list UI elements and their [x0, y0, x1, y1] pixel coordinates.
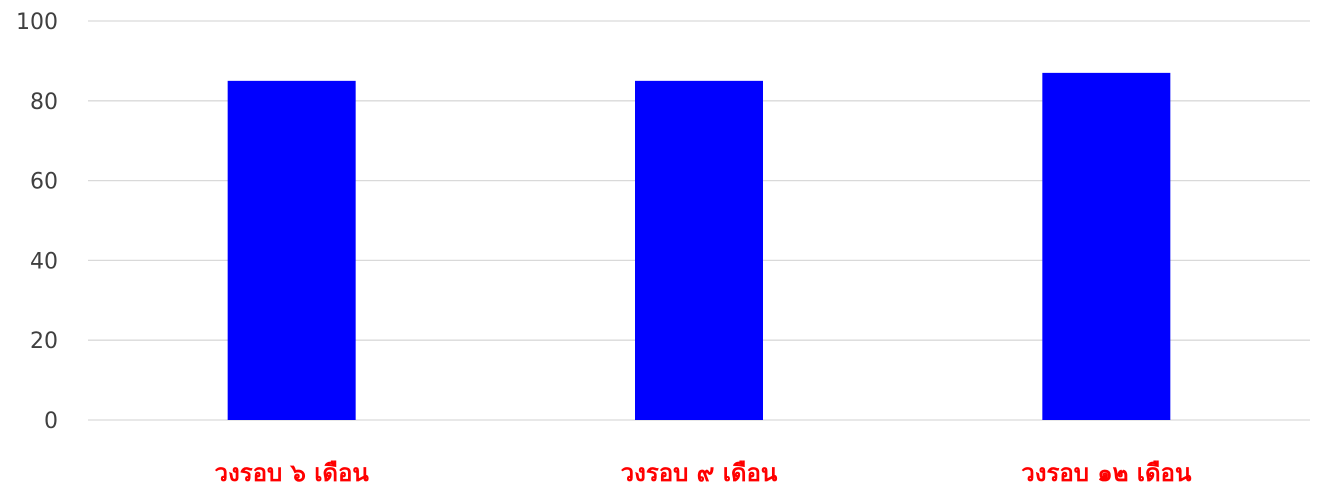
y-axis-tick-labels: 0 20 40 60 80 100 [16, 10, 58, 434]
x-axis-category-labels: วงรอบ ๖ เดือน วงรอบ ๙ เดือน วงรอบ ๑๒ เดือน [215, 459, 1192, 487]
x-category-label: วงรอบ ๖ เดือน [215, 459, 370, 487]
bar [1042, 72, 1171, 421]
bar [227, 80, 356, 420]
bars [227, 72, 1171, 421]
y-tick-label: 20 [30, 329, 58, 354]
y-tick-label: 80 [30, 90, 58, 115]
bar [635, 80, 763, 420]
x-category-label: วงรอบ ๑๒ เดือน [1021, 459, 1192, 487]
y-tick-label: 0 [44, 409, 58, 434]
y-tick-label: 60 [30, 170, 58, 195]
y-tick-label: 40 [30, 249, 58, 274]
x-category-label: วงรอบ ๙ เดือน [621, 459, 778, 487]
y-tick-label: 100 [16, 10, 58, 35]
